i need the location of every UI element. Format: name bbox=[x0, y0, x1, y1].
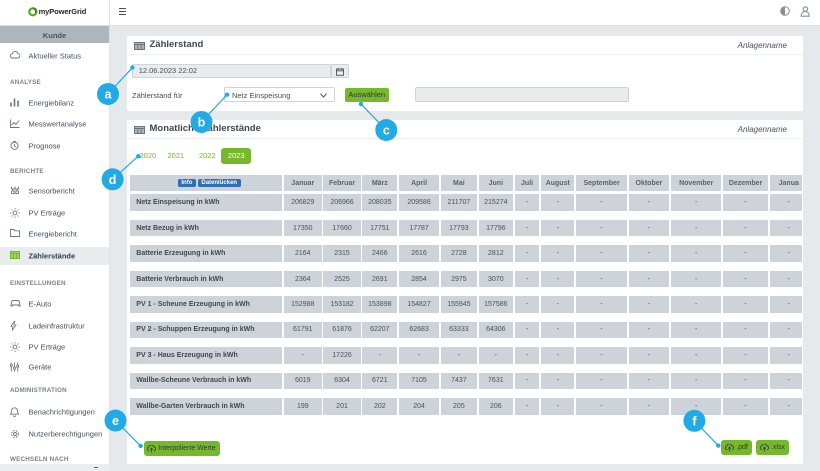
svg-text:a: a bbox=[105, 88, 113, 102]
svg-text:e: e bbox=[112, 414, 119, 428]
svg-text:b: b bbox=[198, 116, 206, 130]
svg-text:d: d bbox=[109, 173, 117, 187]
svg-text:c: c bbox=[383, 124, 390, 138]
svg-text:f: f bbox=[692, 414, 697, 428]
